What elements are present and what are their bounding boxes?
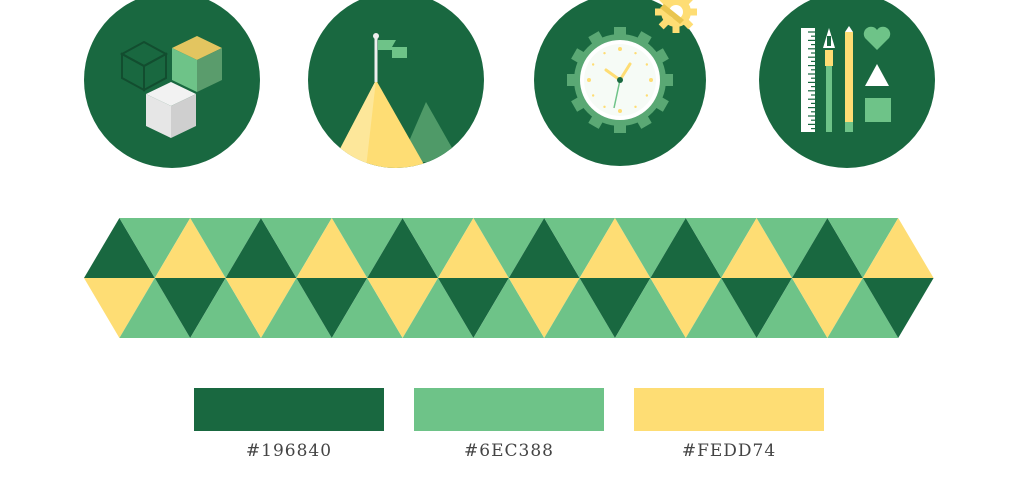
pattern-triangle — [756, 278, 828, 338]
triangle-pattern-band — [84, 218, 934, 338]
pattern-triangle — [544, 218, 615, 278]
swatch-hex-label: #FEDD74 — [681, 441, 777, 461]
pattern-triangle — [473, 218, 545, 278]
pattern-triangle — [862, 218, 934, 278]
pattern-triangle — [84, 218, 155, 278]
pattern-triangle — [508, 278, 580, 338]
pattern-triangle — [615, 278, 686, 338]
pattern-triangle — [225, 278, 297, 338]
pattern-triangle — [862, 278, 934, 338]
pattern-triangle — [119, 218, 191, 278]
pattern-triangle — [579, 278, 651, 338]
pattern-triangle — [650, 278, 722, 338]
pattern-triangle — [473, 278, 545, 338]
pattern-triangle — [438, 218, 509, 278]
pattern-triangle — [792, 278, 863, 338]
pattern-triangle — [331, 218, 403, 278]
pattern-triangle — [685, 278, 757, 338]
pattern-triangle — [261, 278, 332, 338]
pattern-triangle — [367, 218, 438, 278]
pattern-triangle — [190, 218, 261, 278]
pattern-triangle — [721, 218, 792, 278]
swatch-chip — [194, 388, 384, 431]
pattern-triangle — [225, 218, 297, 278]
mountain-flag-icon — [308, 0, 484, 168]
swatch-light-green: #6EC388 — [414, 388, 604, 461]
pattern-triangle — [792, 218, 863, 278]
pattern-triangle — [650, 218, 722, 278]
pattern-triangle — [402, 218, 474, 278]
swatch-hex-label: #6EC388 — [464, 441, 554, 461]
pattern-triangle — [190, 278, 261, 338]
pattern-triangle — [84, 278, 155, 338]
swatch-hex-label: #196840 — [245, 441, 333, 461]
swatch-dark-green: #196840 — [194, 388, 384, 461]
pattern-triangle — [685, 218, 757, 278]
pattern-triangle — [615, 218, 686, 278]
pattern-triangle — [296, 218, 368, 278]
swatch-chip — [414, 388, 604, 431]
pattern-triangle — [827, 278, 899, 338]
pattern-triangle — [827, 218, 899, 278]
swatch-yellow: #FEDD74 — [634, 388, 824, 461]
pattern-triangle — [721, 278, 792, 338]
pattern-triangle — [154, 278, 226, 338]
pattern-triangle — [331, 278, 403, 338]
pattern-triangle — [544, 278, 615, 338]
swatch-chip — [634, 388, 824, 431]
pattern-triangle — [579, 218, 651, 278]
pattern-triangle — [119, 278, 191, 338]
pattern-triangle — [296, 278, 368, 338]
pattern-triangle — [367, 278, 438, 338]
pattern-triangle — [402, 278, 474, 338]
design-tools-icon — [759, 0, 935, 168]
color-swatches: #196840 #6EC388 #FEDD74 — [0, 388, 1013, 478]
gear-clock-icon — [534, 0, 706, 166]
pattern-triangle — [261, 218, 332, 278]
pattern-triangle — [508, 218, 580, 278]
pattern-triangle — [756, 218, 828, 278]
blocks-icon — [84, 0, 260, 168]
icon-row — [0, 0, 1013, 180]
pattern-triangle — [438, 278, 509, 338]
pattern-triangle — [154, 218, 226, 278]
